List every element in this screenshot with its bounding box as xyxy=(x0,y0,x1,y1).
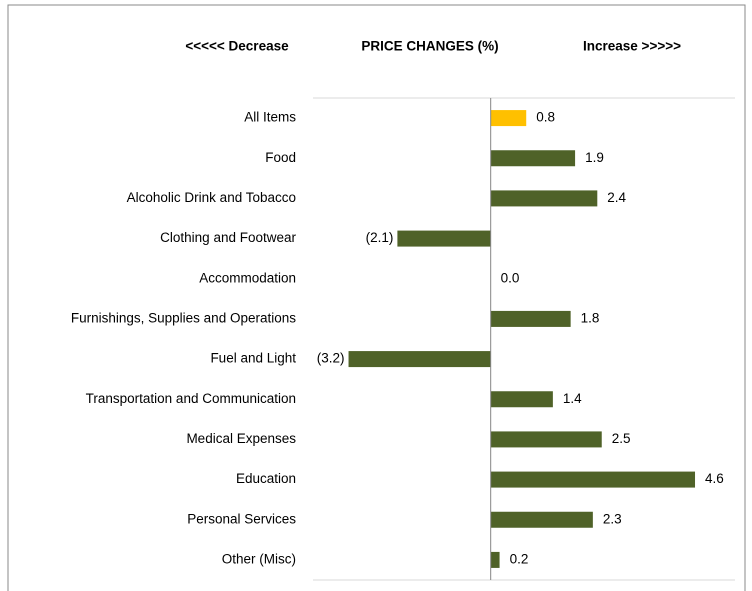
bar xyxy=(397,230,491,247)
value-label: (2.1) xyxy=(366,230,394,245)
bar xyxy=(490,310,571,327)
value-label: 1.8 xyxy=(581,310,600,325)
bar xyxy=(348,351,491,368)
value-label: (3.2) xyxy=(317,351,345,366)
bar xyxy=(490,551,500,568)
category-label: Medical Expenses xyxy=(186,431,296,446)
bar xyxy=(490,511,593,528)
value-label: 0.2 xyxy=(510,551,529,566)
value-label: 1.4 xyxy=(563,391,582,406)
category-label: Education xyxy=(236,471,296,486)
header-left: <<<<< Decrease xyxy=(185,39,289,54)
category-label: Food xyxy=(265,150,296,165)
value-label: 2.5 xyxy=(612,431,631,446)
bar xyxy=(490,110,527,127)
bar xyxy=(490,471,696,488)
category-label: Furnishings, Supplies and Operations xyxy=(71,310,296,325)
value-label: 2.4 xyxy=(607,190,626,205)
category-label: Personal Services xyxy=(187,511,296,526)
category-label: All Items xyxy=(244,110,296,125)
category-label: Clothing and Footwear xyxy=(160,230,296,245)
value-label: 0.8 xyxy=(536,110,555,125)
bar xyxy=(490,150,576,167)
category-label: Transportation and Communication xyxy=(86,391,296,406)
value-label: 4.6 xyxy=(705,471,724,486)
category-label: Accommodation xyxy=(199,270,296,285)
chart-title: PRICE CHANGES (%) xyxy=(361,39,498,54)
header-right: Increase >>>>> xyxy=(583,39,681,54)
category-label: Other (Misc) xyxy=(222,551,296,566)
bar xyxy=(490,190,598,207)
bar xyxy=(490,391,553,408)
value-label: 1.9 xyxy=(585,150,604,165)
category-label: Alcoholic Drink and Tobacco xyxy=(127,190,296,205)
value-label: 2.3 xyxy=(603,511,622,526)
value-label: 0.0 xyxy=(501,270,520,285)
category-label: Fuel and Light xyxy=(210,351,296,366)
bar xyxy=(490,431,602,448)
frame xyxy=(7,4,746,591)
